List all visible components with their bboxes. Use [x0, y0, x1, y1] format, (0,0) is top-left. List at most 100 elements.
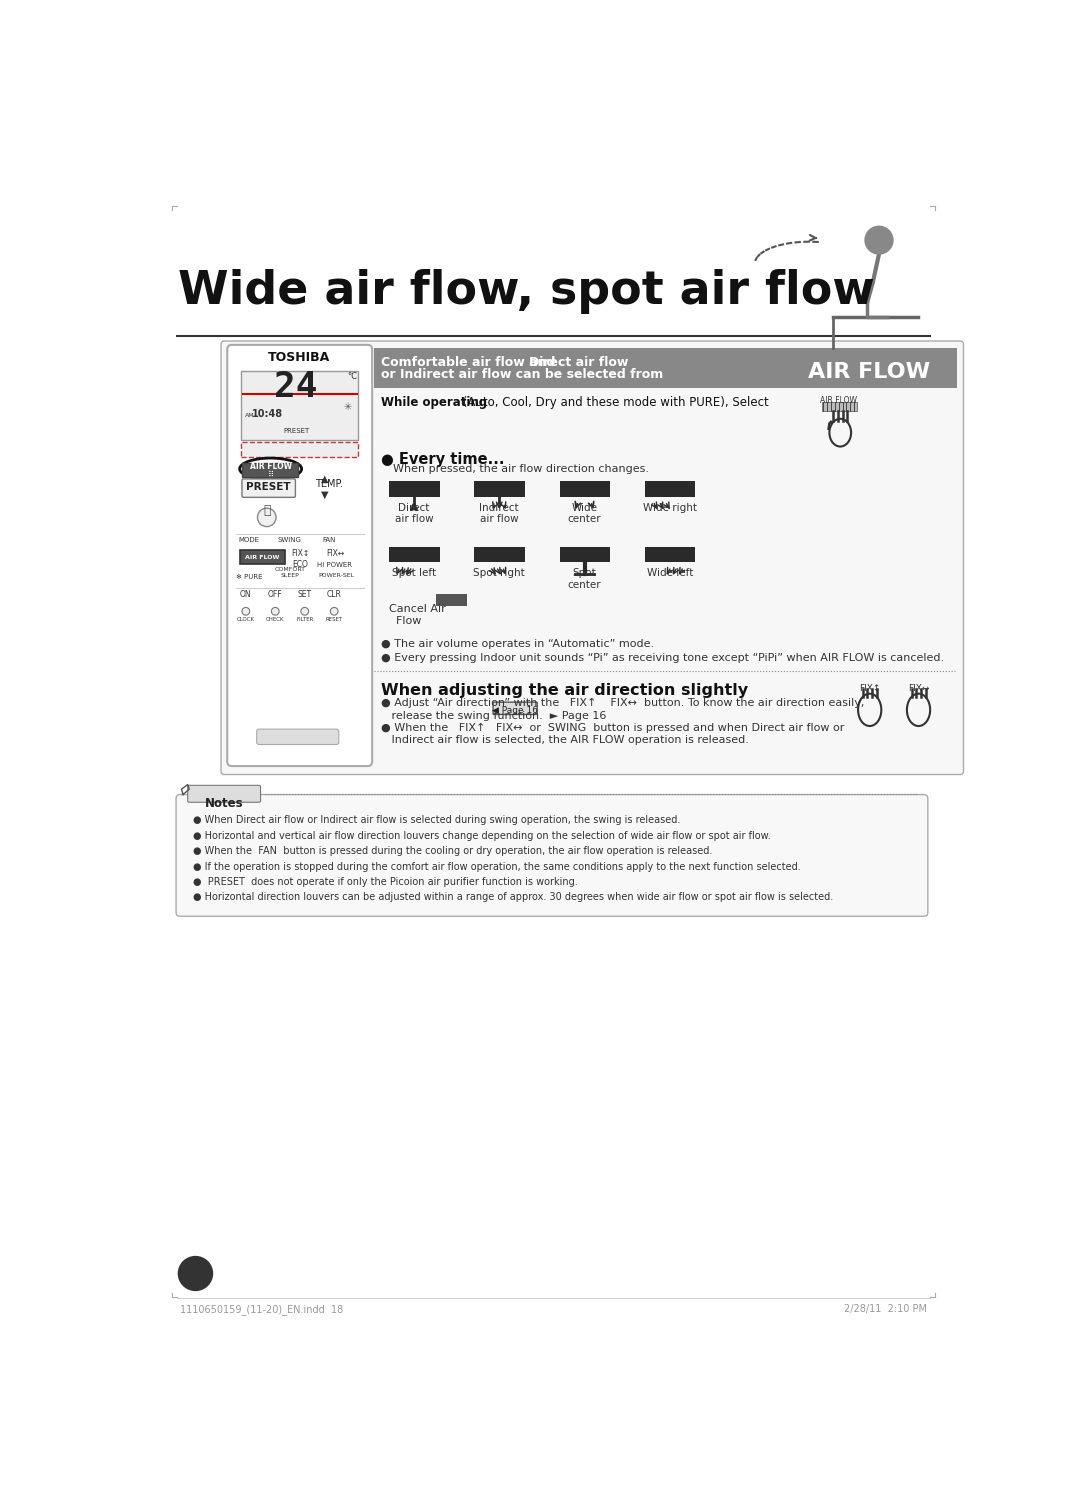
Text: ● When Direct air flow or Indirect air flow is selected during swing operation, : ● When Direct air flow or Indirect air f… — [193, 815, 680, 826]
Text: Cancel Air
  Flow: Cancel Air Flow — [389, 604, 446, 626]
Text: When adjusting the air direction slightly: When adjusting the air direction slightl… — [381, 683, 748, 698]
Text: °C: °C — [347, 372, 357, 381]
Text: 1110650159_(11-20)_EN.indd  18: 1110650159_(11-20)_EN.indd 18 — [180, 1305, 343, 1315]
Circle shape — [301, 607, 309, 615]
Text: Direct
air flow: Direct air flow — [394, 503, 433, 524]
Text: Indirect air flow is selected, the AIR FLOW operation is released.: Indirect air flow is selected, the AIR F… — [381, 735, 750, 745]
Text: ▼: ▼ — [321, 490, 328, 500]
Text: (Auto, Cool, Dry and these mode with PURE), Select: (Auto, Cool, Dry and these mode with PUR… — [459, 396, 769, 409]
Circle shape — [865, 226, 893, 254]
Text: ● Adjust “Air direction” with the   FIX↑    FIX↔  button. To know the air direct: ● Adjust “Air direction” with the FIX↑ F… — [381, 698, 865, 708]
Text: Wide left: Wide left — [647, 568, 693, 579]
Bar — [822, 402, 856, 411]
Bar — [559, 481, 610, 497]
Circle shape — [271, 607, 279, 615]
Text: Indirect
air flow: Indirect air flow — [480, 503, 519, 524]
Circle shape — [330, 607, 338, 615]
Text: SET: SET — [298, 591, 312, 600]
Text: PRESET: PRESET — [284, 427, 310, 433]
FancyBboxPatch shape — [227, 345, 373, 766]
Text: AIR FLOW: AIR FLOW — [245, 555, 280, 559]
Text: release the swing function.  ► Page 16: release the swing function. ► Page 16 — [381, 711, 607, 720]
Text: CLOCK: CLOCK — [237, 616, 255, 622]
Text: AIR FLOW: AIR FLOW — [249, 461, 292, 470]
Text: CLR: CLR — [327, 591, 341, 600]
FancyBboxPatch shape — [188, 786, 260, 802]
Text: Spot right: Spot right — [473, 568, 525, 579]
Text: 18: 18 — [183, 1259, 208, 1277]
Text: While operating: While operating — [381, 396, 487, 409]
FancyBboxPatch shape — [221, 341, 963, 775]
Text: HI POWER: HI POWER — [318, 562, 352, 568]
Text: Direct air flow: Direct air flow — [529, 356, 629, 369]
Text: ● Horizontal direction louvers can be adjusted within a range of approx. 30 degr: ● Horizontal direction louvers can be ad… — [193, 893, 834, 902]
Text: AM: AM — [245, 414, 255, 418]
Text: Wide right: Wide right — [643, 503, 697, 513]
Bar — [645, 546, 696, 562]
Text: ● The air volume operates in “Automatic” mode.: ● The air volume operates in “Automatic”… — [381, 638, 654, 649]
Text: POWER-SEL: POWER-SEL — [319, 573, 354, 577]
Text: Wide
center: Wide center — [568, 503, 602, 524]
Text: ▲: ▲ — [321, 475, 328, 484]
Bar — [241, 442, 359, 457]
Text: ✳: ✳ — [343, 402, 351, 412]
Text: ● Horizontal and vertical air flow direction louvers change depending on the sel: ● Horizontal and vertical air flow direc… — [193, 830, 771, 841]
Text: CHECK: CHECK — [266, 616, 284, 622]
FancyBboxPatch shape — [176, 795, 928, 917]
Text: FIX↔: FIX↔ — [326, 549, 345, 558]
Text: FIX↕: FIX↕ — [291, 549, 309, 558]
Text: Wide air flow, spot air flow: Wide air flow, spot air flow — [177, 269, 875, 314]
Bar — [389, 481, 440, 497]
Bar — [240, 549, 284, 564]
Text: ❄ PURE: ❄ PURE — [235, 574, 262, 580]
Circle shape — [257, 507, 276, 527]
Text: COMFORT
SLEEP: COMFORT SLEEP — [274, 567, 306, 577]
Bar — [435, 594, 467, 606]
Text: AIR FLOW: AIR FLOW — [820, 396, 858, 405]
Text: FILTER: FILTER — [296, 616, 313, 622]
Bar — [241, 371, 359, 440]
FancyBboxPatch shape — [257, 729, 339, 744]
Text: FAN: FAN — [323, 537, 336, 543]
Text: ⏻: ⏻ — [264, 504, 270, 518]
Circle shape — [242, 607, 249, 615]
Bar — [474, 546, 525, 562]
Bar — [374, 348, 957, 388]
Text: ● Every time...: ● Every time... — [381, 452, 505, 467]
Text: 2/28/11  2:10 PM: 2/28/11 2:10 PM — [845, 1305, 927, 1314]
Text: TOSHIBA: TOSHIBA — [268, 351, 330, 365]
Text: 10:48: 10:48 — [252, 409, 283, 420]
Text: Comfortable air flow and: Comfortable air flow and — [381, 356, 561, 369]
Bar — [242, 463, 298, 476]
Text: ● When the  FAN  button is pressed during the cooling or dry operation, the air : ● When the FAN button is pressed during … — [193, 847, 713, 856]
Text: ECO: ECO — [292, 561, 308, 570]
Text: FIX↕: FIX↕ — [859, 684, 880, 693]
Text: SWING: SWING — [278, 537, 301, 543]
Bar — [645, 481, 696, 497]
Text: TEMP.: TEMP. — [314, 479, 342, 488]
Text: Spot
center: Spot center — [568, 568, 602, 589]
Text: OFF: OFF — [268, 591, 283, 600]
Text: RESET: RESET — [325, 616, 342, 622]
Text: MODE: MODE — [239, 537, 259, 543]
Text: ◀ Page 16: ◀ Page 16 — [491, 705, 538, 716]
Text: ●  PRESET  does not operate if only the Picoion air purifier function is working: ● PRESET does not operate if only the Pi… — [193, 876, 578, 887]
Bar — [474, 481, 525, 497]
Text: ● If the operation is stopped during the comfort air flow operation, the same co: ● If the operation is stopped during the… — [193, 862, 801, 872]
Text: ● When the   FIX↑   FIX↔  or  SWING  button is pressed and when Direct air flow : ● When the FIX↑ FIX↔ or SWING button is … — [381, 723, 845, 734]
Text: or Indirect air flow can be selected from: or Indirect air flow can be selected fro… — [381, 368, 664, 381]
FancyBboxPatch shape — [242, 479, 296, 497]
Text: When pressed, the air flow direction changes.: When pressed, the air flow direction cha… — [393, 464, 649, 475]
Text: PRESET: PRESET — [246, 482, 291, 493]
Bar — [389, 546, 440, 562]
Text: FIX↔: FIX↔ — [908, 684, 929, 693]
Text: AIR FLOW: AIR FLOW — [808, 362, 930, 382]
Bar — [559, 546, 610, 562]
Text: ON: ON — [240, 591, 252, 600]
Text: Notes: Notes — [205, 798, 243, 809]
Text: 24: 24 — [273, 371, 318, 405]
Text: Spot left: Spot left — [392, 568, 436, 579]
Text: ● Every pressing Indoor unit sounds “Pi” as receiving tone except “PiPi” when AI: ● Every pressing Indoor unit sounds “Pi”… — [381, 653, 945, 662]
Text: ⠿: ⠿ — [268, 470, 273, 479]
Circle shape — [178, 1256, 213, 1290]
